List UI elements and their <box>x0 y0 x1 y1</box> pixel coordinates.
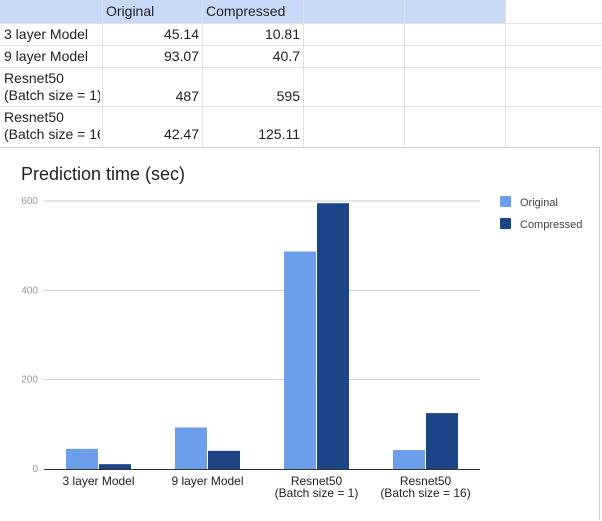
cell-compressed[interactable]: 125.11 <box>258 126 300 142</box>
legend-item-compressed[interactable]: Compressed <box>500 218 582 231</box>
legend-swatch-compressed <box>500 218 511 229</box>
cell-original[interactable]: 45.14 <box>163 26 199 42</box>
bar-compressed <box>426 413 458 469</box>
bar-compressed <box>317 203 349 469</box>
bar-original <box>175 427 207 469</box>
row-label-3-layer[interactable]: 3 layer Model <box>4 26 89 42</box>
bar-original <box>284 251 316 469</box>
y-tick-label: 0 <box>32 464 38 475</box>
row-label-9-layer[interactable]: 9 layer Model <box>4 48 89 64</box>
cell-compressed[interactable]: 595 <box>276 88 300 104</box>
x-tick-label: 3 layer Model <box>62 474 134 488</box>
legend-item-original[interactable]: Original <box>500 196 558 209</box>
cell-original[interactable]: 42.47 <box>163 126 199 142</box>
x-tick-label: 9 layer Model <box>171 474 243 488</box>
bar-original <box>66 448 98 469</box>
y-tick-label: 600 <box>21 196 38 207</box>
legend-swatch-original <box>500 196 511 207</box>
x-tick-label: Resnet50 <box>400 474 452 488</box>
legend-label: Original <box>520 197 558 209</box>
chart-title: Prediction time (sec) <box>21 164 186 184</box>
row-label-resnet50-batch-1[interactable]: Resnet50 (Batch size = 1) <box>4 70 100 103</box>
cell-original[interactable]: 93.07 <box>163 48 199 64</box>
row-label-resnet50-batch-16[interactable]: Resnet50 (Batch size = 16 <box>4 109 100 142</box>
cell-original[interactable]: 487 <box>175 88 199 104</box>
bar-compressed <box>208 450 240 469</box>
cell-compressed[interactable]: 40.7 <box>272 48 300 64</box>
bar-original <box>393 450 425 469</box>
cell-compressed[interactable]: 10.81 <box>264 26 300 42</box>
header-original[interactable]: Original <box>106 3 155 19</box>
bar-compressed <box>99 464 131 469</box>
x-tick-label: Resnet50 <box>291 474 343 488</box>
legend-label: Compressed <box>520 219 583 231</box>
x-tick-label: (Batch size = 1) <box>275 486 359 500</box>
header-compressed[interactable]: Compressed <box>206 3 286 19</box>
y-tick-label: 400 <box>21 285 38 296</box>
header-row <box>0 0 506 23</box>
x-tick-label: (Batch size = 16) <box>380 486 470 500</box>
y-tick-label: 200 <box>21 375 38 386</box>
